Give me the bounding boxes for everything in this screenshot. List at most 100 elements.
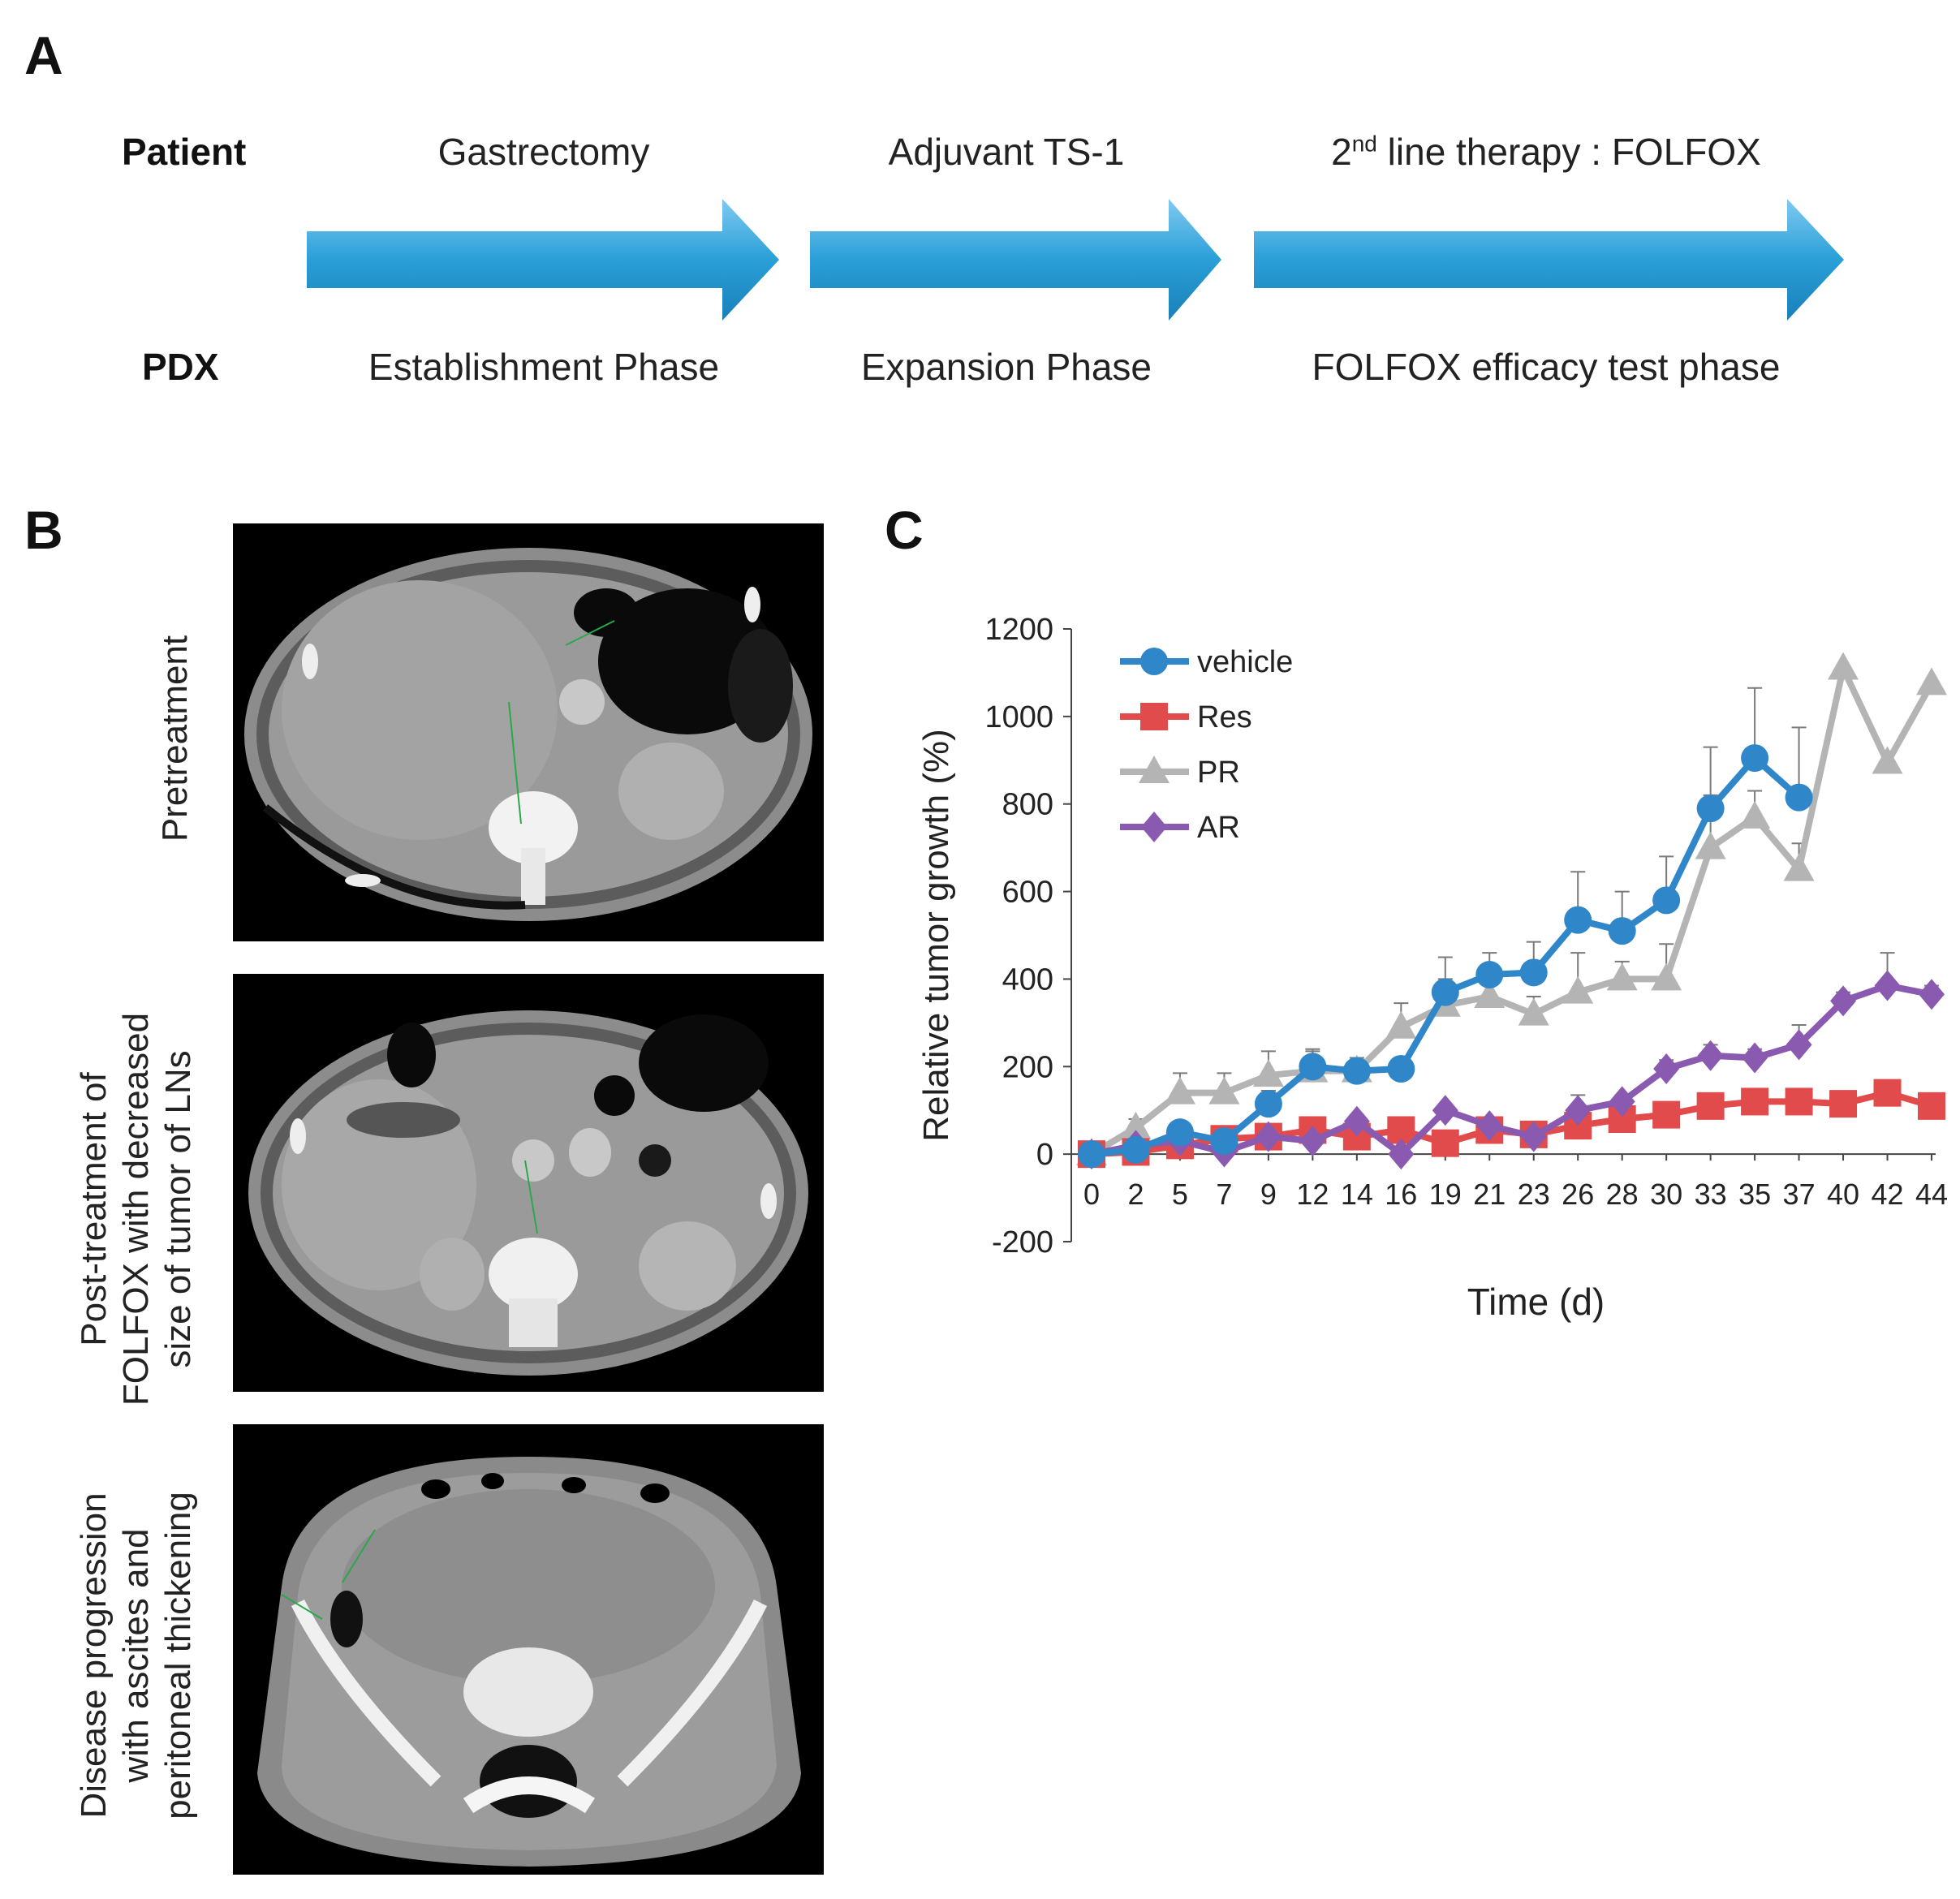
patient-step3-text: line therapy : FOLFOX	[1387, 131, 1761, 173]
x-tick-label: 12	[1296, 1178, 1329, 1211]
x-tick-label: 35	[1738, 1178, 1771, 1211]
y-tick-label: 600	[1002, 876, 1053, 910]
vehicle-point	[1741, 744, 1769, 773]
legend-pr-label: PR	[1197, 756, 1240, 790]
res-point	[1652, 1100, 1681, 1129]
vehicle-point	[1696, 794, 1725, 823]
ar-point	[1830, 985, 1857, 1017]
vehicle-point	[1165, 1118, 1194, 1147]
vehicle-point	[1299, 1053, 1327, 1081]
panel-b-letter: B	[24, 500, 63, 560]
pdx-phase-folfox: FOLFOX efficacy test phase	[1312, 346, 1781, 388]
ar-point	[1299, 1125, 1326, 1156]
x-tick-label: 21	[1473, 1178, 1506, 1211]
res-point	[1785, 1087, 1813, 1116]
y-tick-label: 0	[1036, 1138, 1053, 1172]
x-tick-label: 26	[1562, 1178, 1594, 1211]
caption-line: Post-treatment of	[74, 1072, 114, 1346]
legend-ar-marker	[1141, 812, 1167, 842]
pr-point	[1872, 746, 1903, 774]
y-tick-label: 1000	[984, 700, 1053, 734]
arrow-expansion	[810, 199, 1221, 321]
ar-point	[1697, 1040, 1724, 1071]
x-tick-label: 33	[1695, 1178, 1727, 1211]
vehicle-point	[1519, 958, 1548, 987]
vehicle-point	[1475, 961, 1504, 989]
ar-point	[1520, 1121, 1547, 1152]
x-tick-label: 5	[1172, 1178, 1188, 1211]
pr-point	[1474, 980, 1506, 1008]
x-tick-label: 30	[1650, 1178, 1682, 1211]
pr-point	[1562, 975, 1594, 1004]
patient-step-second-line: 2nd line therapy : FOLFOX	[1250, 130, 1842, 174]
ar-point	[1742, 1042, 1768, 1074]
pr-point	[1208, 1076, 1240, 1105]
caption-line: Disease progression	[74, 1492, 114, 1819]
patient-step3-sup: nd	[1351, 131, 1377, 157]
y-tick-label: 200	[1002, 1050, 1053, 1084]
x-tick-label: 40	[1827, 1178, 1859, 1211]
res-point	[1431, 1129, 1459, 1157]
ar-point	[1476, 1110, 1503, 1142]
ar-point	[1343, 1105, 1370, 1137]
pr-point	[1739, 800, 1771, 829]
vehicle-point	[1785, 783, 1813, 812]
x-tick-label: 7	[1216, 1178, 1232, 1211]
legend-res-label: Res	[1197, 700, 1252, 734]
res-point	[1696, 1092, 1725, 1120]
pdx-phase-expansion: Expansion Phase	[860, 346, 1152, 388]
pr-point	[1518, 997, 1549, 1026]
ar-point	[1255, 1121, 1282, 1152]
caption-line: with ascites and	[116, 1528, 156, 1783]
res-point	[1873, 1079, 1902, 1107]
ar-point	[1565, 1095, 1592, 1126]
vehicle-point	[1652, 886, 1681, 915]
x-tick-label: 16	[1385, 1178, 1417, 1211]
y-tick-label: 1200	[984, 613, 1053, 647]
pr-point	[1164, 1076, 1195, 1105]
pr-point	[1651, 962, 1682, 991]
ar-point	[1653, 1053, 1680, 1084]
vehicle-point	[1608, 917, 1636, 945]
y-axis-label: Relative tumor growth (%)	[916, 729, 956, 1142]
pdx-phase-establishment: Establishment Phase	[368, 346, 720, 388]
vehicle-point	[1564, 906, 1592, 934]
legend-ar-label: AR	[1197, 811, 1240, 845]
patient-step3-prefix: 2	[1331, 131, 1352, 173]
ct-caption-post-treatment: Post-treatment of FOLFOX with decreased …	[73, 966, 203, 1453]
x-tick-label: 37	[1783, 1178, 1816, 1211]
ar-point	[1432, 1095, 1458, 1126]
vehicle-point	[1078, 1140, 1105, 1169]
pr-point	[1606, 962, 1638, 991]
ct-image-post-treatment	[233, 974, 824, 1392]
x-tick-label: 42	[1872, 1178, 1904, 1211]
vehicle-point	[1122, 1135, 1150, 1164]
caption-line: size of tumor of LNs	[158, 1050, 198, 1368]
res-point	[1829, 1090, 1858, 1118]
x-tick-label: 9	[1260, 1178, 1277, 1211]
legend-vehicle-marker	[1140, 648, 1168, 675]
legend-res-marker	[1140, 703, 1168, 730]
caption-line: Pretreatment	[155, 635, 195, 842]
pr-point	[1120, 1111, 1152, 1139]
vehicle-point	[1387, 1054, 1415, 1083]
y-tick-label: -200	[992, 1225, 1053, 1260]
x-axis-label: Time (d)	[1467, 1281, 1605, 1323]
vehicle-point	[1431, 978, 1459, 1006]
ct-image-progression	[233, 1424, 824, 1875]
row-label-patient: Patient	[122, 131, 247, 173]
caption-line: peritoneal thickening	[158, 1492, 198, 1819]
pr-point	[1828, 652, 1859, 680]
ct-caption-pretreatment: Pretreatment	[154, 536, 203, 941]
ar-point	[1609, 1086, 1635, 1117]
x-tick-label: 0	[1083, 1178, 1100, 1211]
panel-a-letter: A	[24, 25, 63, 85]
res-point	[1918, 1092, 1945, 1120]
arrow-establishment	[307, 199, 779, 321]
y-tick-label: 400	[1002, 962, 1053, 997]
row-label-pdx: PDX	[142, 346, 219, 388]
ct-caption-progression: Disease progression with ascites and per…	[73, 1412, 203, 1899]
x-tick-label: 2	[1127, 1178, 1144, 1211]
ar-point	[1919, 979, 1945, 1010]
